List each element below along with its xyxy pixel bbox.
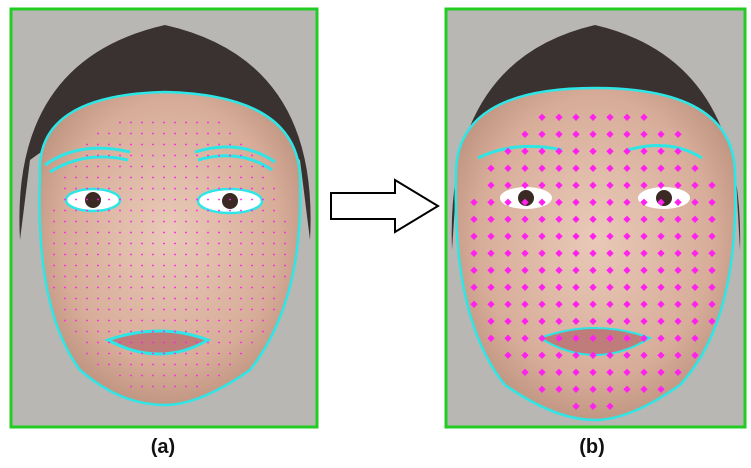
- right-iris: [222, 193, 238, 209]
- right-iris: [656, 190, 672, 206]
- panel-b: (b): [446, 9, 745, 458]
- panel-label: (a): [151, 436, 175, 458]
- figure: (a) (b): [0, 0, 751, 468]
- arrow: [331, 180, 438, 232]
- panel-label: (b): [579, 436, 605, 458]
- panel-a: (a): [11, 9, 317, 458]
- page: (a) (b) (() => { const data = JSON.parse…: [0, 0, 751, 468]
